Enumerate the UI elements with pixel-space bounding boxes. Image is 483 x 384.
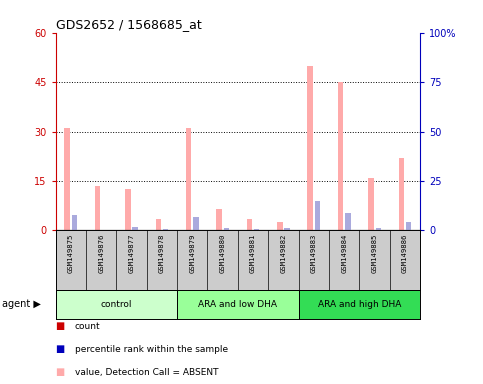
Text: GSM149879: GSM149879 [189,233,195,273]
Bar [186,128,191,230]
Text: GSM149883: GSM149883 [311,233,317,273]
Text: count: count [75,322,100,331]
Text: GSM149882: GSM149882 [281,233,286,273]
Bar [298,290,420,319]
Bar [132,227,138,230]
Text: ■: ■ [56,321,65,331]
Text: GSM149877: GSM149877 [128,233,135,273]
Bar [95,186,100,230]
Text: GSM149876: GSM149876 [98,233,104,273]
Text: GSM149885: GSM149885 [371,233,378,273]
Bar [56,290,177,319]
Bar [254,229,259,230]
Bar [376,228,381,230]
Text: ■: ■ [56,367,65,377]
Bar [315,201,320,230]
Text: agent ▶: agent ▶ [2,299,41,310]
Text: ARA and low DHA: ARA and low DHA [199,300,277,309]
Bar [224,228,229,230]
Text: GSM149880: GSM149880 [220,233,226,273]
Text: GSM149881: GSM149881 [250,233,256,273]
Bar [177,290,298,319]
Bar [277,222,283,230]
Text: ARA and high DHA: ARA and high DHA [318,300,401,309]
Text: GSM149886: GSM149886 [402,233,408,273]
Bar [338,82,343,230]
Bar [71,215,77,230]
Bar [345,213,351,230]
Text: control: control [100,300,132,309]
Bar [193,217,199,230]
Text: value, Detection Call = ABSENT: value, Detection Call = ABSENT [75,368,218,377]
Bar [284,228,290,230]
Bar [368,178,374,230]
Text: GSM149878: GSM149878 [159,233,165,273]
Bar [398,158,404,230]
Bar [308,66,313,230]
Text: GSM149884: GSM149884 [341,233,347,273]
Text: ■: ■ [56,344,65,354]
Bar [156,219,161,230]
Bar [125,189,130,230]
Bar [216,209,222,230]
Text: GDS2652 / 1568685_at: GDS2652 / 1568685_at [56,18,201,31]
Text: GSM149875: GSM149875 [68,233,74,273]
Bar [247,219,252,230]
Bar [163,229,168,230]
Bar [406,222,412,230]
Bar [64,128,70,230]
Text: percentile rank within the sample: percentile rank within the sample [75,345,228,354]
